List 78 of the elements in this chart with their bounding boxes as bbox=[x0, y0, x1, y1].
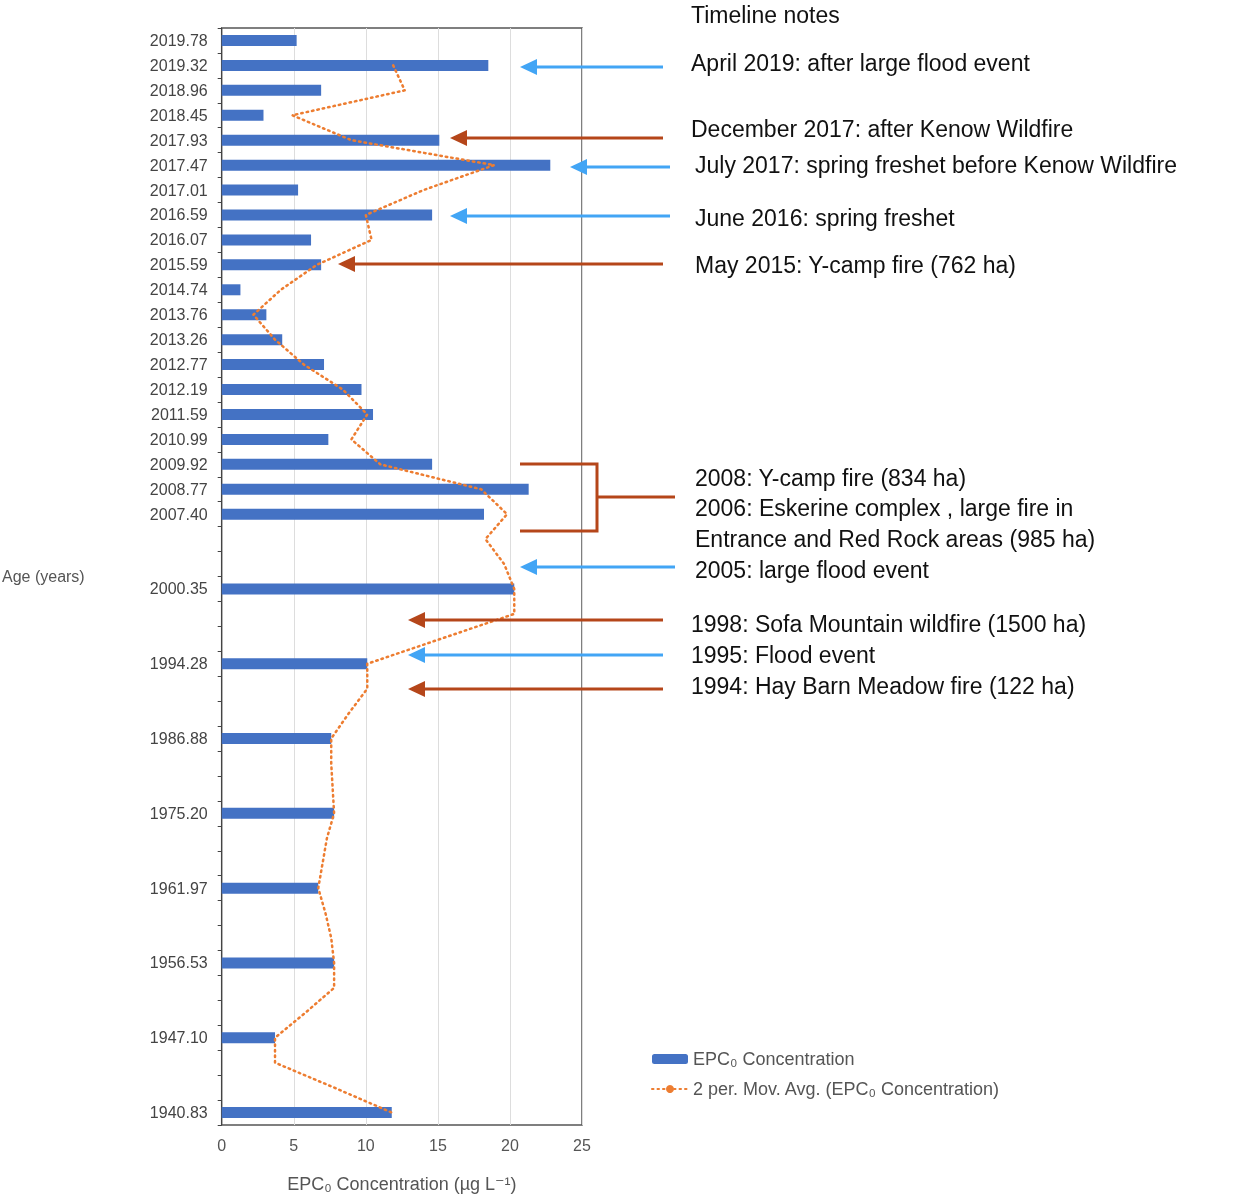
y-tick-label: 2017.01 bbox=[149, 181, 208, 199]
y-axis-title: Age (years) bbox=[1, 568, 85, 585]
text: June 2016: spring freshet bbox=[695, 204, 956, 233]
text: July 2017: spring freshet before Kenow Wildfire bbox=[695, 151, 1178, 180]
text: 2008: Y-camp fire (834 ha) bbox=[695, 464, 968, 493]
x-tick-label: 20 bbox=[501, 1136, 519, 1154]
legend-label: 2 per. Mov. Avg. (EPC₀ Concentration) bbox=[693, 1079, 999, 1099]
y-tick-label: 2009.92 bbox=[149, 455, 208, 473]
y-tick-label: 2017.93 bbox=[149, 131, 208, 149]
bar bbox=[221, 508, 484, 520]
y-tick-label: 1947.10 bbox=[149, 1029, 208, 1047]
y-tick-label: 2012.77 bbox=[149, 356, 208, 374]
y-tick-label: 2000.35 bbox=[149, 580, 208, 598]
y-tick-label: 2016.59 bbox=[149, 206, 208, 224]
x-tick-label: 0 bbox=[217, 1136, 227, 1154]
y-tick-label: 2010.99 bbox=[149, 430, 208, 448]
bar bbox=[221, 34, 297, 46]
x-tick-label: 15 bbox=[428, 1136, 447, 1154]
y-tick-label: 2013.76 bbox=[149, 306, 208, 324]
bar bbox=[221, 583, 515, 595]
text: Timeline notes bbox=[691, 1, 841, 30]
bar bbox=[221, 134, 440, 146]
y-tick-label: 2007.40 bbox=[149, 505, 208, 523]
bar bbox=[221, 59, 489, 71]
y-tick-label: 1940.83 bbox=[149, 1104, 208, 1122]
y-tick-label: 2013.26 bbox=[149, 331, 208, 349]
legend-label: EPC₀ Concentration bbox=[693, 1049, 855, 1069]
x-axis-title: EPC₀ Concentration (µg L⁻¹) bbox=[287, 1174, 517, 1194]
y-tick-label: 2019.78 bbox=[149, 31, 208, 49]
y-tick-label: 2018.45 bbox=[149, 106, 208, 124]
x-tick-label: 25 bbox=[573, 1136, 591, 1154]
bar bbox=[221, 309, 267, 321]
y-tick-label: 1994.28 bbox=[149, 655, 208, 673]
y-tick-label: 2012.19 bbox=[149, 381, 208, 399]
bar bbox=[221, 84, 322, 96]
text: December 2017: after Kenow Wildfire bbox=[691, 115, 1075, 144]
y-tick-label: 1986.88 bbox=[149, 730, 208, 748]
y-tick-label: 2014.74 bbox=[149, 281, 208, 299]
text: April 2019: after large flood event bbox=[691, 49, 1031, 78]
bar bbox=[221, 433, 329, 445]
bar bbox=[221, 384, 362, 396]
y-tick-label: 1975.20 bbox=[149, 804, 208, 822]
bar bbox=[221, 284, 241, 296]
bar bbox=[221, 359, 325, 371]
y-tick-label: 1956.53 bbox=[149, 954, 208, 972]
y-tick-label: 2008.77 bbox=[149, 480, 208, 498]
y-tick-label: 1961.97 bbox=[149, 879, 208, 897]
y-tick-label: 2018.96 bbox=[149, 81, 208, 99]
bar bbox=[221, 957, 335, 969]
bar bbox=[221, 658, 368, 670]
bar bbox=[221, 483, 529, 495]
bar bbox=[221, 159, 551, 171]
bar bbox=[221, 234, 312, 246]
bar bbox=[221, 209, 433, 221]
text: May 2015: Y-camp fire (762 ha) bbox=[695, 251, 1017, 280]
bar bbox=[221, 334, 283, 346]
y-tick-label: 2019.32 bbox=[149, 56, 208, 74]
x-tick-label: 5 bbox=[289, 1136, 299, 1154]
bar bbox=[221, 259, 322, 271]
bar bbox=[221, 458, 433, 470]
bar bbox=[221, 1032, 276, 1044]
y-tick-label: 2015.59 bbox=[149, 256, 208, 274]
y-tick-label: 2017.47 bbox=[149, 156, 208, 174]
text: 1995: Flood event bbox=[691, 641, 877, 670]
bar bbox=[221, 408, 374, 420]
text: 2005: large flood event bbox=[695, 556, 930, 585]
x-tick-label: 10 bbox=[356, 1136, 375, 1154]
bar bbox=[221, 807, 335, 819]
bar bbox=[221, 109, 264, 121]
bar bbox=[221, 733, 332, 745]
bar bbox=[221, 882, 319, 894]
bar bbox=[221, 1107, 392, 1119]
text: 1994: Hay Barn Meadow fire (122 ha) bbox=[691, 672, 1076, 701]
text: 2006: Eskerine complex , large fire in Entrance and Red Rock areas (985 ha) bbox=[695, 494, 1097, 554]
y-tick-label: 2011.59 bbox=[151, 405, 208, 423]
bar bbox=[221, 184, 299, 196]
y-tick-label: 2016.07 bbox=[149, 231, 208, 249]
text: 1998: Sofa Mountain wildfire (1500 ha) bbox=[691, 610, 1088, 639]
